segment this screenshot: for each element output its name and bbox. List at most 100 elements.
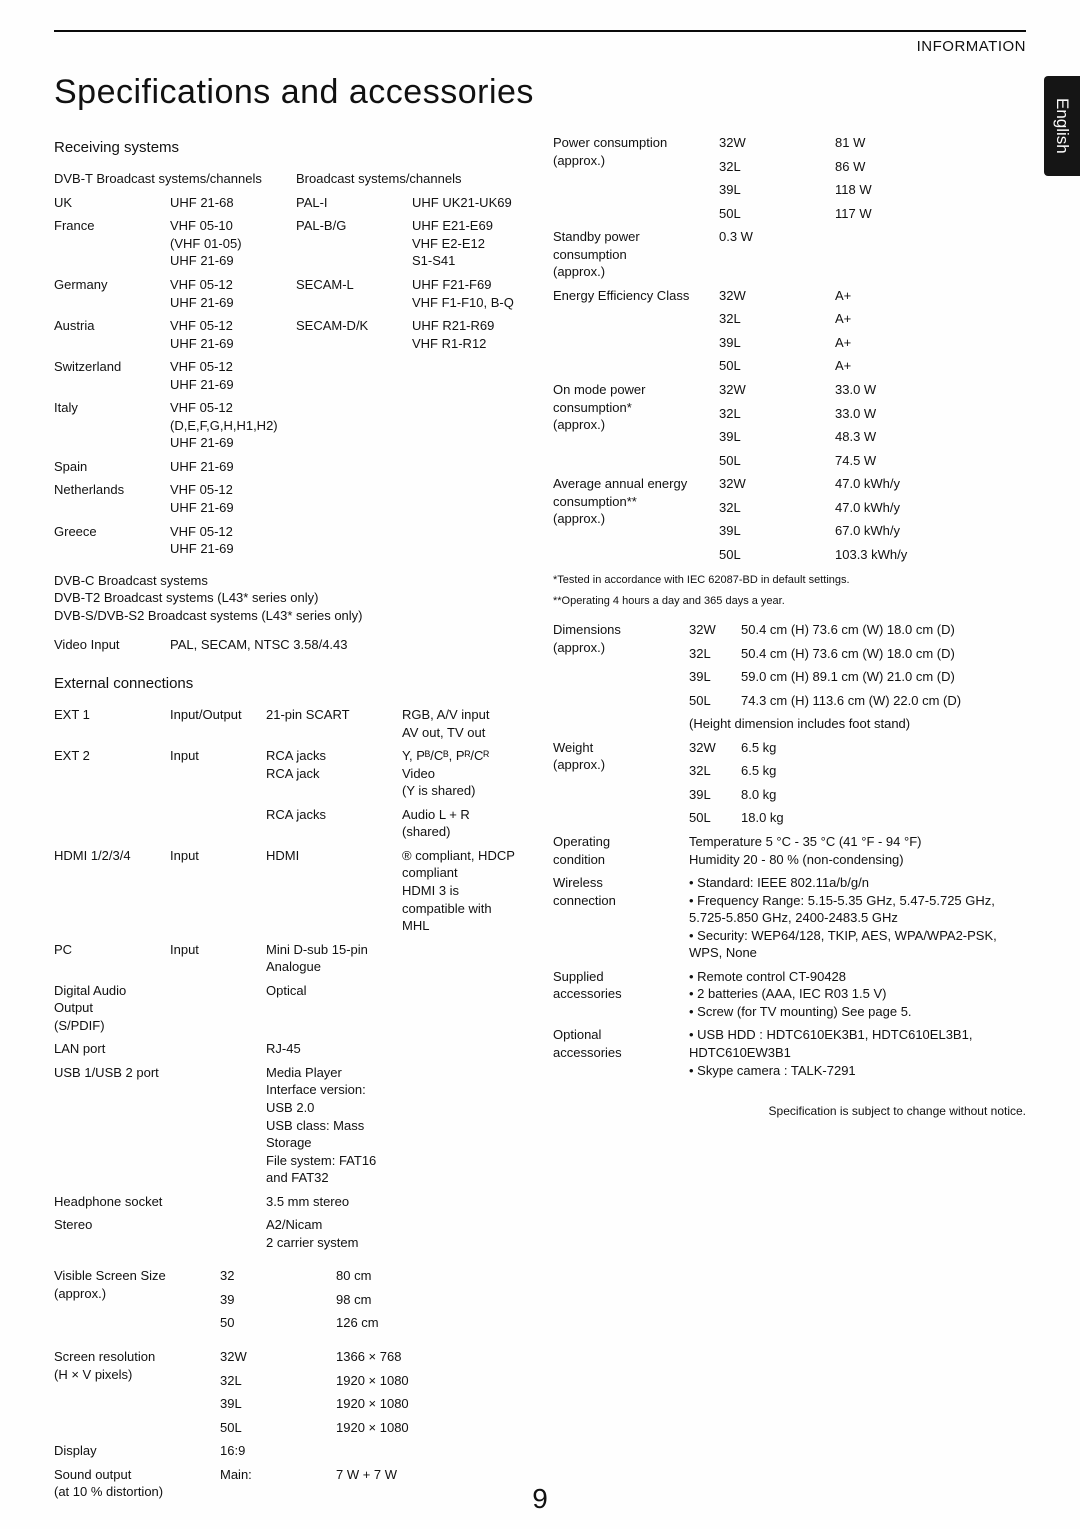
cell: 1366 × 768 [336, 1346, 527, 1370]
country-name: UK [54, 192, 170, 216]
country-name: Netherlands [54, 479, 170, 520]
supplied-value: • Remote control CT-90428 • 2 batteries … [689, 966, 1026, 1025]
display-row: Display16:9 [54, 1440, 527, 1464]
cell: 39L [689, 784, 741, 808]
country-system: PAL-B/G [296, 215, 412, 274]
ext-name: USB 1/USB 2 port [54, 1062, 170, 1191]
country-system: PAL-I [296, 192, 412, 216]
power-label: Power consumption (approx.) [553, 132, 719, 226]
ext-desc [402, 1191, 527, 1215]
cell: 39L [689, 666, 741, 690]
ext-table: EXT 1 Input/Output 21-pin SCART RGB, A/V… [54, 704, 527, 1255]
cell: 50L [719, 450, 835, 474]
country-table: DVB-T Broadcast systems/channels Broadca… [54, 168, 527, 561]
cell: 86 W [835, 156, 1026, 180]
country-name: Germany [54, 274, 170, 315]
efficiency-table: Energy Efficiency Class 32WA+ 32LA+ 39LA… [553, 285, 1026, 379]
country-name: Italy [54, 397, 170, 456]
onmode-table: On mode power consumption* (approx.) 32W… [553, 379, 1026, 473]
ext-dir: Input [170, 845, 266, 939]
ext-dir [170, 1038, 266, 1062]
ext-dir [170, 1191, 266, 1215]
left-column: Receiving systems DVB-T Broadcast system… [54, 132, 527, 1505]
annual-table: Average annual energy consumption** (app… [553, 473, 1026, 567]
dim-label: Dimensions (approx.) [553, 619, 689, 737]
cell: 80 cm [336, 1265, 527, 1289]
language-tab: English [1044, 76, 1080, 176]
cell: A+ [835, 332, 1026, 356]
cell: 1920 × 1080 [336, 1370, 527, 1394]
country-broadcast [412, 356, 527, 397]
ext-desc [402, 980, 527, 1039]
broadcast-label: Broadcast systems/channels [296, 168, 527, 192]
cell: 6.5 kg [741, 737, 1026, 761]
annual-label: Average annual energy consumption** (app… [553, 473, 719, 567]
cell: 32L [689, 760, 741, 784]
ext-name: HDMI 1/2/3/4 [54, 845, 170, 939]
wireless-value: • Standard: IEEE 802.11a/b/g/n • Frequen… [689, 872, 1026, 966]
country-system: SECAM-D/K [296, 315, 412, 356]
country-channels: UHF 21-68 [170, 192, 296, 216]
country-channels: VHF 05-12 UHF 21-69 [170, 274, 296, 315]
cell: 6.5 kg [741, 760, 1026, 784]
country-broadcast: UHF F21-F69 VHF F1-F10, B-Q [412, 274, 527, 315]
ext-desc [402, 1214, 527, 1255]
cell: 39 [220, 1289, 336, 1313]
cell: 50L [719, 203, 835, 227]
page-title: Specifications and accessories [54, 73, 1026, 112]
cell: 50 [220, 1312, 336, 1336]
ext-connector: 21-pin SCART [266, 704, 402, 745]
dvbt-label: DVB-T Broadcast systems/channels [54, 168, 296, 192]
page-number: 9 [0, 1483, 1080, 1515]
cell: 32L [220, 1370, 336, 1394]
cell: 50L [719, 544, 835, 568]
ext-connector: Media Player Interface version: USB 2.0 … [266, 1062, 402, 1191]
country-channels: VHF 05-12 UHF 21-69 [170, 521, 296, 562]
ext-desc [402, 1062, 527, 1191]
cell: 50L [719, 355, 835, 379]
cell: 32L [719, 403, 835, 427]
ext-connector: RCA jacks [266, 804, 402, 845]
ext-name [54, 804, 170, 845]
country-broadcast [412, 521, 527, 562]
cell: 32W [719, 473, 835, 497]
cell: 50L [689, 690, 741, 714]
ext-name: Stereo [54, 1214, 170, 1255]
cell: 47.0 kWh/y [835, 473, 1026, 497]
country-channels: UHF 21-69 [170, 456, 296, 480]
cell: 39L [220, 1393, 336, 1417]
cell: 33.0 W [835, 379, 1026, 403]
visible-size-table: Visible Screen Size (approx.) 3280 cm 39… [54, 1265, 527, 1336]
cell: 32W [689, 619, 741, 643]
cell: 39L [719, 426, 835, 450]
optional-value: • USB HDD : HDTC610EK3B1, HDTC610EL3B1, … [689, 1024, 1026, 1083]
cell: A+ [835, 308, 1026, 332]
country-system: SECAM-L [296, 274, 412, 315]
cell: 50L [689, 807, 741, 831]
cell: 50L [220, 1417, 336, 1441]
cell: 47.0 kWh/y [835, 497, 1026, 521]
cell: 32W [719, 132, 835, 156]
country-channels: VHF 05-12 UHF 21-69 [170, 315, 296, 356]
ext-connector: A2/Nicam 2 carrier system [266, 1214, 402, 1255]
ext-connector: Mini D-sub 15-pin Analogue [266, 939, 402, 980]
cell: 50.4 cm (H) 73.6 cm (W) 18.0 cm (D) [741, 643, 1026, 667]
country-broadcast: UHF R21-R69 VHF R1-R12 [412, 315, 527, 356]
ext-desc: RGB, A/V input AV out, TV out [402, 704, 527, 745]
onmode-label: On mode power consumption* (approx.) [553, 379, 719, 473]
receiving-head: Receiving systems [54, 138, 527, 158]
ext-dir: Input [170, 745, 266, 804]
cell: 32L [719, 156, 835, 180]
weight-label: Weight (approx.) [553, 737, 689, 831]
cell: 117 W [835, 203, 1026, 227]
change-notice: Specification is subject to change witho… [553, 1103, 1026, 1119]
cell: 33.0 W [835, 403, 1026, 427]
standby-value: 0.3 W [719, 226, 1026, 285]
ext-dir: Input [170, 939, 266, 980]
ext-name: EXT 1 [54, 704, 170, 745]
cell: 32W [689, 737, 741, 761]
cell: 32L [719, 308, 835, 332]
cell: 39L [719, 179, 835, 203]
ext-dir [170, 804, 266, 845]
cell: 39L [719, 520, 835, 544]
